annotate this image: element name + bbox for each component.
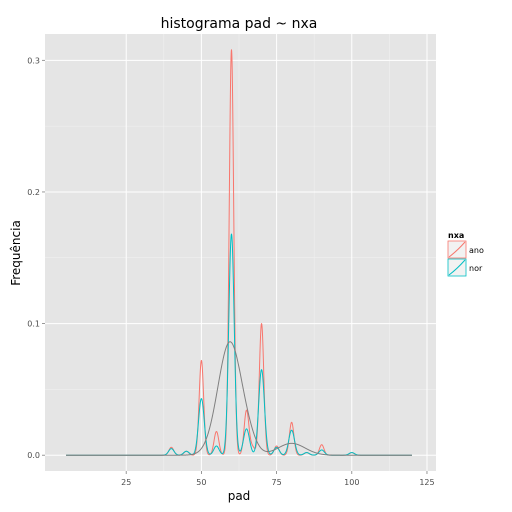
legend-key-line: [448, 241, 466, 258]
legend-label-ano: ano: [469, 246, 484, 255]
y-tick-label: 0.0: [27, 451, 40, 460]
y-tick-label: 0.1: [27, 320, 40, 329]
series-lines: [65, 49, 413, 456]
legend-key-line: [448, 259, 466, 276]
chart-title: histograma pad ~ nxa: [161, 16, 318, 32]
legend-items: ano nor: [447, 240, 484, 277]
minor-gridlines: [45, 34, 436, 471]
x-tick-label: 100: [344, 478, 359, 487]
legend: nxa ano nor: [447, 231, 484, 277]
y-tick-label: 0.2: [27, 188, 40, 197]
x-tick-label: 50: [196, 478, 206, 487]
legend-label-nor: nor: [469, 264, 483, 273]
y-tick-label: 0.3: [27, 56, 40, 65]
x-axis-ticks: 25 50 75 100 125: [121, 471, 435, 487]
y-axis-ticks: 0.0 0.1 0.2 0.3: [27, 56, 45, 460]
plot-panel: [45, 34, 436, 471]
legend-title: nxa: [448, 231, 464, 240]
x-tick-label: 25: [121, 478, 131, 487]
x-tick-label: 125: [419, 478, 434, 487]
y-axis-title: Frequência: [9, 220, 23, 286]
x-tick-label: 75: [271, 478, 281, 487]
x-axis-title: pad: [228, 489, 251, 503]
series-line-overall: [65, 341, 413, 456]
